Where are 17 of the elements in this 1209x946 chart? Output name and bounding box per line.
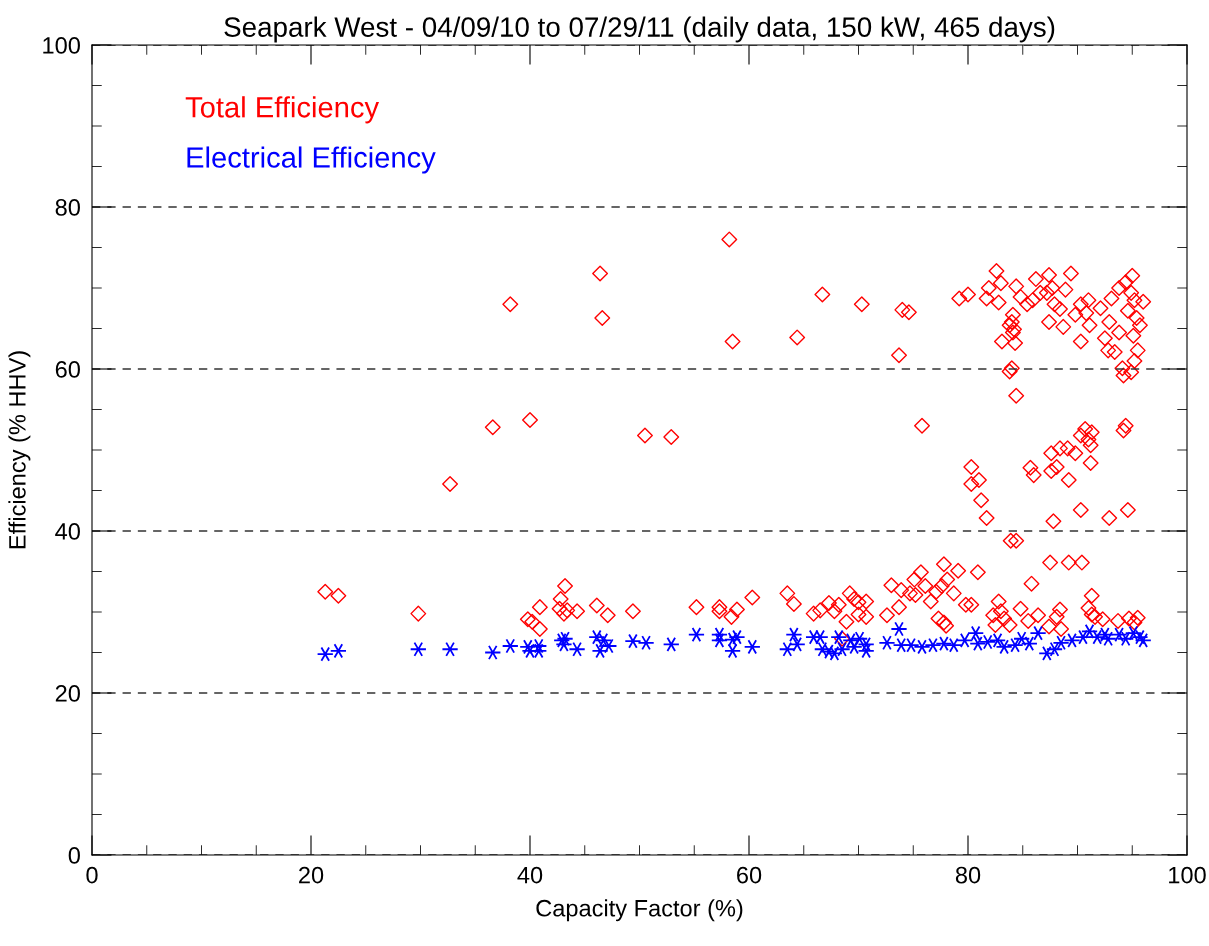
- x-tick-label: 100: [1169, 866, 1206, 884]
- x-tick-label: 40: [517, 866, 543, 884]
- y-tick-label: 20: [55, 685, 80, 702]
- x-axis-title: Capacity Factor (%): [536, 899, 743, 922]
- y-axis-title: Efficiency (% HHV): [8, 351, 31, 549]
- text: Total Efficiency: [185, 96, 380, 124]
- x-tick-label: 60: [737, 866, 762, 884]
- y-tick-label: 0: [68, 847, 80, 864]
- x-tick-label: 0: [86, 866, 98, 884]
- y-tick-label: 80: [55, 199, 80, 216]
- x-tick-label: 80: [955, 866, 981, 884]
- y-tick-label: 60: [55, 361, 80, 378]
- y-tick-label: 40: [55, 523, 80, 540]
- text: Electrical Efficiency: [187, 146, 436, 174]
- chart-title: Seapark West - 04/09/10 to 07/29/11 (daily data, 150 kW, 465 days): [224, 16, 1055, 43]
- x-tick-label: 20: [299, 866, 324, 884]
- y-tick-label: 100: [43, 37, 80, 54]
